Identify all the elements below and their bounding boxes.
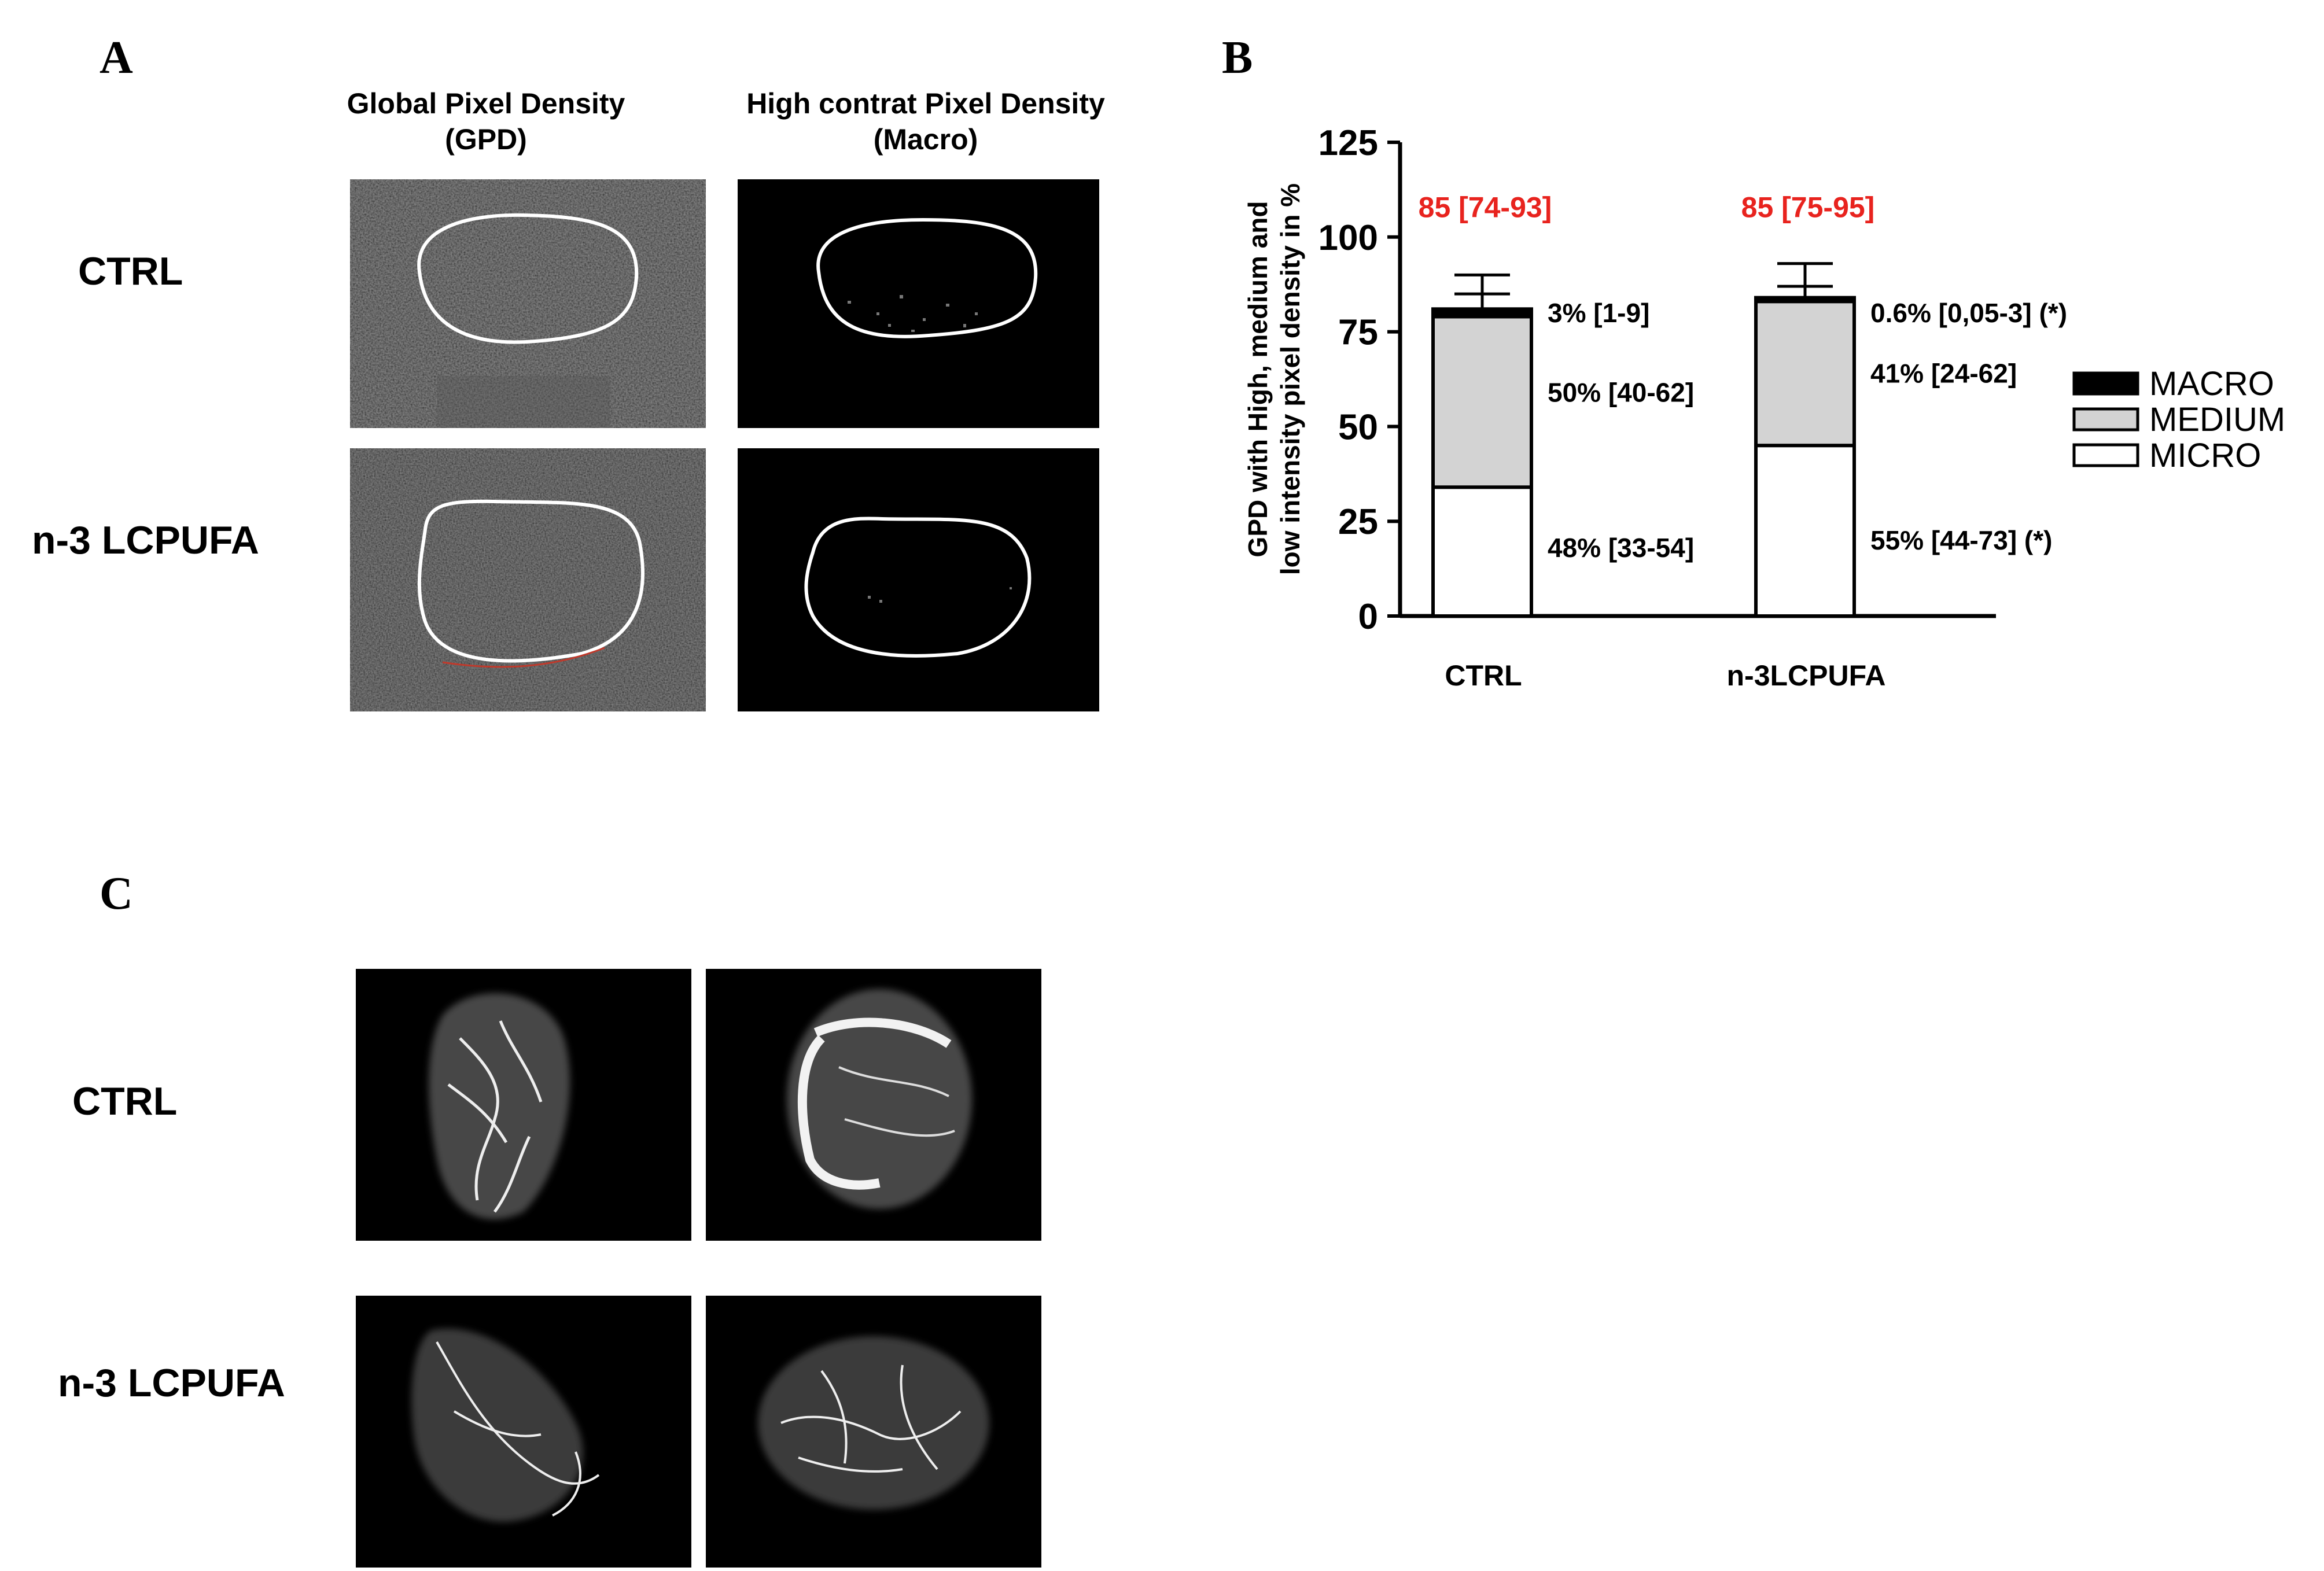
x-category-label: CTRL <box>1445 659 1522 692</box>
panel-letter-b: B <box>1222 32 1253 83</box>
total-label: 85 [74-93] <box>1419 191 1552 223</box>
column-header-gpd: Global Pixel Density (GPD) <box>324 86 648 157</box>
row-label-n3-c: n-3 LCPUFA <box>58 1361 285 1405</box>
segment-label-medium: 41% [24-62] <box>1870 359 2017 389</box>
bar-macro <box>1431 307 1533 319</box>
image-n3-gpd <box>350 448 706 711</box>
y-axis-label: low intensity pixel density in % <box>1275 183 1305 575</box>
bar-micro <box>1431 485 1533 618</box>
panel-letter-a: A <box>100 32 133 83</box>
y-tick-label: 0 <box>1358 597 1378 637</box>
bar-micro <box>1754 444 1856 618</box>
legend-swatch-medium <box>2072 407 2139 432</box>
legend-label-medium: MEDIUM <box>2149 401 2285 438</box>
legend-label-micro: MICRO <box>2149 437 2261 474</box>
stacked-bar-chart: 0 25 50 75 100 125 GPD with High, medium and lo… <box>1243 123 2285 692</box>
image-n3-macro <box>738 448 1099 711</box>
column-header-macro: High contrat Pixel Density (Macro) <box>712 86 1140 157</box>
image-vessels-ctrl-2 <box>706 969 1041 1241</box>
bar-medium <box>1431 315 1533 489</box>
row-label-ctrl-a: CTRL <box>78 249 183 293</box>
segment-label-macro: 0.6% [0,05-3] (*) <box>1870 298 2067 328</box>
image-vessels-ctrl-1 <box>356 969 691 1241</box>
image-ctrl-gpd <box>350 179 706 428</box>
column-header-macro-line2: (Macro) <box>873 123 978 156</box>
row-label-n3-a: n-3 LCPUFA <box>32 518 259 562</box>
y-tick-label: 75 <box>1338 313 1378 353</box>
y-tick-label: 100 <box>1318 218 1378 258</box>
y-tick-label: 50 <box>1338 407 1378 447</box>
segment-label-micro: 48% [33-54] <box>1548 533 1694 563</box>
bar-macro <box>1754 296 1856 304</box>
image-ctrl-macro <box>738 179 1099 428</box>
total-label: 85 [75-95] <box>1741 191 1875 223</box>
panel-letter-c: C <box>100 868 133 919</box>
column-header-gpd-line2: (GPD) <box>445 123 527 156</box>
image-vessels-n3-1 <box>356 1296 691 1568</box>
column-header-gpd-line1: Global Pixel Density <box>347 87 625 120</box>
y-tick-label: 125 <box>1318 123 1378 163</box>
segment-label-macro: 3% [1-9] <box>1548 298 1649 328</box>
image-vessels-n3-2 <box>706 1296 1041 1568</box>
y-axis-label: GPD with High, medium and <box>1243 201 1273 558</box>
column-header-macro-line1: High contrat Pixel Density <box>746 87 1105 120</box>
legend-swatch-micro <box>2072 443 2139 467</box>
legend-swatch-macro <box>2072 371 2139 396</box>
x-category-label: n-3LCPUFA <box>1727 659 1886 692</box>
row-label-ctrl-c: CTRL <box>72 1079 178 1123</box>
segment-label-micro: 55% [44-73] (*) <box>1870 525 2052 555</box>
bar-medium <box>1754 300 1856 448</box>
y-tick-label: 25 <box>1338 502 1378 542</box>
legend-label-macro: MACRO <box>2149 365 2274 403</box>
segment-label-medium: 50% [40-62] <box>1548 377 1694 407</box>
